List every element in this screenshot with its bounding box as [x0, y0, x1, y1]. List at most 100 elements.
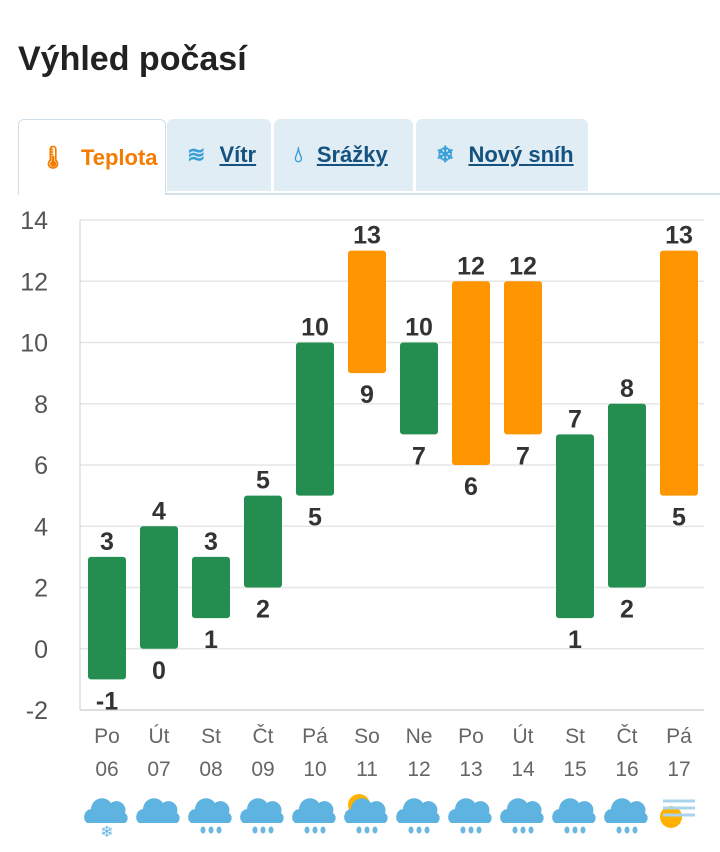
sun-icon — [660, 806, 682, 828]
raindrop — [520, 826, 526, 834]
date-label: 14 — [511, 758, 535, 781]
min-temp-label: 6 — [464, 473, 478, 501]
raindrop — [424, 826, 430, 834]
raindrop — [364, 826, 370, 834]
day-label: St — [201, 725, 221, 748]
thermometer-icon: 🌡︎ — [39, 144, 67, 170]
date-label: 16 — [615, 758, 638, 781]
max-temp-label: 8 — [620, 375, 634, 403]
min-temp-label: 1 — [204, 626, 218, 654]
max-temp-label: 3 — [100, 528, 114, 556]
tab-srazky[interactable]: 💧︎ Srážky — [274, 119, 413, 191]
day-label: Ne — [406, 725, 433, 748]
min-temp-label: 2 — [620, 596, 634, 624]
date-label: 17 — [667, 758, 690, 781]
max-temp-label: 13 — [353, 222, 381, 250]
max-temp-label: 7 — [568, 405, 582, 433]
min-temp-label: 0 — [152, 657, 166, 685]
rain-cloud-icon — [448, 798, 492, 823]
date-label: 15 — [563, 758, 586, 781]
rain-cloud-icon — [604, 798, 648, 823]
raindrop — [356, 826, 362, 834]
raindrop — [312, 826, 318, 834]
y-tick-label: 14 — [20, 207, 48, 235]
snow-cloud-icon — [84, 798, 128, 823]
raindrop — [632, 826, 638, 834]
min-temp-label: 2 — [256, 596, 270, 624]
temperature-range-bar — [504, 281, 542, 435]
day-label: Čt — [253, 725, 274, 748]
sun-rain-cloud-icon — [344, 798, 388, 823]
tab-teplota[interactable]: 🌡︎ Teplota — [18, 119, 166, 195]
date-label: 11 — [356, 758, 378, 781]
raindrop — [476, 826, 482, 834]
raindrop — [460, 826, 466, 834]
temperature-range-bar — [608, 403, 646, 588]
raindrop — [512, 826, 518, 834]
day-label: St — [565, 725, 585, 748]
rain-cloud-icon — [552, 798, 596, 823]
day-label: So — [354, 725, 380, 748]
tab-vitr[interactable]: ≋ Vítr — [167, 119, 271, 191]
tab-bar: 🌡︎ Teplota ≋ Vítr 💧︎ Srážky ❄ Nový sníh — [18, 119, 720, 195]
y-tick-label: 10 — [20, 330, 48, 358]
snowflake-icon: ❄ — [436, 142, 455, 167]
max-temp-label: 4 — [152, 497, 166, 525]
temperature-range-bar — [88, 556, 126, 680]
date-label: 10 — [303, 758, 326, 781]
min-temp-label: 1 — [568, 626, 582, 654]
y-tick-label: 12 — [20, 268, 48, 296]
day-label: Út — [513, 725, 534, 748]
date-label: 06 — [95, 758, 118, 781]
rain-cloud-icon — [292, 798, 336, 823]
day-label: Pá — [302, 725, 328, 748]
raindrop — [260, 826, 266, 834]
max-temp-label: 10 — [405, 314, 433, 342]
raindrop — [304, 826, 310, 834]
raindrop — [416, 826, 422, 834]
temperature-range-bar — [400, 342, 438, 435]
date-label: 12 — [407, 758, 430, 781]
date-label: 07 — [147, 758, 170, 781]
temperature-range-bar — [244, 495, 282, 588]
min-temp-label: 9 — [360, 381, 374, 409]
raindrop — [252, 826, 258, 834]
max-temp-label: 5 — [256, 467, 270, 495]
day-label: Čt — [617, 725, 638, 748]
tab-novy-snih[interactable]: ❄ Nový sníh — [416, 119, 588, 191]
drop-icon: 💧︎ — [294, 142, 303, 167]
max-temp-label: 12 — [509, 252, 537, 280]
max-temp-label: 10 — [301, 314, 329, 342]
rain-cloud-icon — [500, 798, 544, 823]
min-temp-label: 5 — [308, 504, 322, 532]
rain-cloud-icon — [396, 798, 440, 823]
raindrop — [616, 826, 622, 834]
raindrop — [408, 826, 414, 834]
raindrop — [372, 826, 378, 834]
raindrop — [572, 826, 578, 834]
raindrop — [268, 826, 274, 834]
day-label: Pá — [666, 725, 692, 748]
raindrop — [208, 826, 214, 834]
max-temp-label: 13 — [665, 222, 693, 250]
y-tick-label: 6 — [34, 452, 48, 480]
temperature-chart: 14121086420-23-1Po06❄40Út0731St0852Čt091… — [20, 207, 704, 841]
max-temp-label: 12 — [457, 252, 485, 280]
y-tick-label: 4 — [34, 513, 48, 541]
min-temp-label: 7 — [412, 442, 426, 470]
raindrop — [320, 826, 326, 834]
snowflake: ❄ — [100, 822, 113, 841]
rain-cloud-icon — [188, 798, 232, 823]
temperature-range-bar — [192, 556, 230, 619]
temperature-range-bar — [296, 342, 334, 496]
y-tick-label: 0 — [34, 636, 48, 664]
raindrop — [528, 826, 534, 834]
temperature-range-bar — [452, 281, 490, 465]
raindrop — [624, 826, 630, 834]
day-label: Po — [94, 725, 120, 748]
y-tick-label: 8 — [34, 391, 48, 419]
date-label: 09 — [251, 758, 274, 781]
min-temp-label: 7 — [516, 442, 530, 470]
min-temp-label: 5 — [672, 504, 686, 532]
raindrop — [580, 826, 586, 834]
